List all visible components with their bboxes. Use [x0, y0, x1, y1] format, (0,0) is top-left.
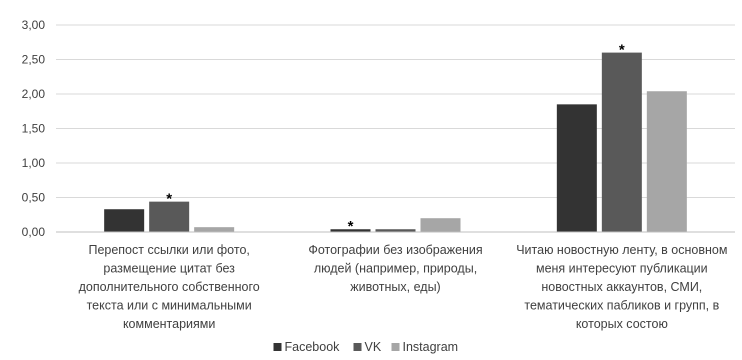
- bar-facebook-1: [330, 229, 371, 232]
- x-axis: Перепост ссылки или фото, размещение цита…: [56, 231, 735, 331]
- bar-instagram-0: [194, 227, 235, 232]
- y-tick-label: 2,50: [22, 53, 46, 67]
- bar-instagram-1: [420, 218, 461, 232]
- y-tick-label: 3,00: [22, 18, 46, 32]
- y-tick-label: 0,50: [22, 191, 46, 205]
- y-tick-label: 1,50: [22, 122, 46, 136]
- legend-label-facebook: Facebook: [285, 340, 341, 354]
- bar-vk-2: [601, 52, 642, 232]
- x-category-label: Читаю новостную ленту, в основном меня ин…: [516, 243, 727, 331]
- y-tick-label: 1,00: [22, 156, 46, 170]
- bar-instagram-2: [646, 91, 687, 233]
- y-tick-label: 0,00: [22, 225, 46, 239]
- legend-label-instagram: Instagram: [403, 340, 459, 354]
- bar-facebook-0: [104, 209, 145, 232]
- x-category-label: Перепост ссылки или фото, размещение цита…: [79, 243, 260, 331]
- significance-marker: *: [348, 218, 354, 235]
- y-axis: 0,00 0,50 1,00 1,50 2,00 2,50 3,00: [22, 18, 46, 239]
- legend: Facebook VK Instagram: [273, 340, 459, 354]
- legend-swatch-vk: [353, 343, 362, 351]
- gridlines: [56, 24, 735, 198]
- y-tick-label: 2,00: [22, 87, 46, 101]
- significance-markers: * * *: [166, 42, 625, 236]
- bar-vk-1: [375, 229, 416, 232]
- legend-label-vk: VK: [365, 340, 382, 354]
- bars: [104, 52, 687, 233]
- legend-swatch-facebook: [273, 343, 282, 351]
- bar-vk-0: [149, 201, 190, 232]
- significance-marker: *: [166, 191, 172, 208]
- legend-swatch-instagram: [391, 343, 400, 351]
- significance-marker: *: [619, 42, 625, 59]
- x-category-label: Фотографии без изображения людей (наприме…: [308, 243, 482, 294]
- bar-facebook-2: [556, 104, 597, 232]
